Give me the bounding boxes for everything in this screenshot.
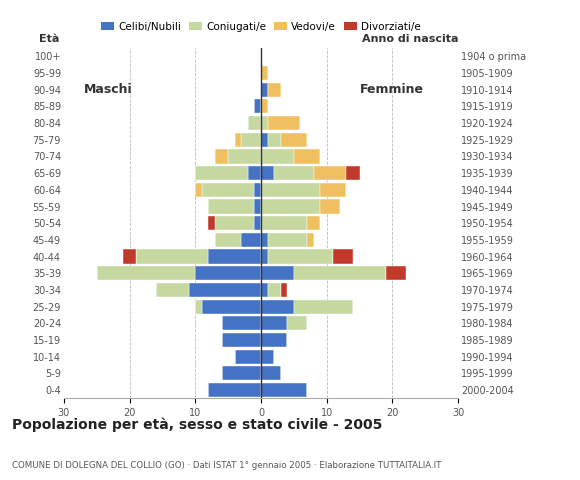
Bar xyxy=(267,233,307,247)
Bar xyxy=(222,316,261,330)
Bar xyxy=(267,132,281,147)
Bar xyxy=(267,283,281,297)
Bar xyxy=(261,116,267,130)
Bar xyxy=(188,283,261,297)
Bar xyxy=(267,250,333,264)
Bar xyxy=(261,300,294,314)
Text: Femmine: Femmine xyxy=(360,83,423,96)
Bar xyxy=(261,166,274,180)
Bar xyxy=(248,166,261,180)
Bar xyxy=(261,149,294,164)
Bar xyxy=(294,266,386,280)
Bar xyxy=(208,216,215,230)
Bar xyxy=(255,183,261,197)
Bar xyxy=(267,83,281,97)
Bar xyxy=(261,66,267,80)
Bar xyxy=(136,250,208,264)
Bar xyxy=(261,349,274,364)
Bar xyxy=(261,83,267,97)
Bar xyxy=(255,216,261,230)
Text: Maschi: Maschi xyxy=(84,83,132,96)
Bar xyxy=(261,99,267,113)
Bar xyxy=(235,349,261,364)
Bar xyxy=(195,266,261,280)
Text: Popolazione per età, sesso e stato civile - 2005: Popolazione per età, sesso e stato civil… xyxy=(12,418,382,432)
Bar xyxy=(202,183,255,197)
Bar xyxy=(215,233,241,247)
Bar xyxy=(261,266,294,280)
Bar xyxy=(248,116,261,130)
Bar xyxy=(208,383,261,397)
Bar xyxy=(215,216,255,230)
Bar xyxy=(307,216,320,230)
Bar xyxy=(261,283,267,297)
Bar xyxy=(261,250,267,264)
Bar xyxy=(294,149,320,164)
Text: Età: Età xyxy=(39,35,60,45)
Bar xyxy=(241,132,261,147)
Bar xyxy=(261,183,320,197)
Bar xyxy=(261,199,320,214)
Bar xyxy=(346,166,360,180)
Bar xyxy=(281,283,287,297)
Bar xyxy=(195,183,202,197)
Bar xyxy=(97,266,195,280)
Bar xyxy=(241,233,261,247)
Bar xyxy=(208,250,261,264)
Legend: Celibi/Nubili, Coniugati/e, Vedovi/e, Divorziati/e: Celibi/Nubili, Coniugati/e, Vedovi/e, Di… xyxy=(97,17,425,36)
Bar xyxy=(307,233,314,247)
Bar xyxy=(123,250,136,264)
Bar xyxy=(255,199,261,214)
Bar xyxy=(267,116,300,130)
Bar xyxy=(222,366,261,381)
Bar xyxy=(281,132,307,147)
Bar xyxy=(228,149,261,164)
Bar xyxy=(156,283,188,297)
Bar xyxy=(215,149,228,164)
Text: Anno di nascita: Anno di nascita xyxy=(362,35,458,45)
Bar xyxy=(261,383,307,397)
Bar xyxy=(261,316,287,330)
Bar xyxy=(261,333,287,347)
Bar xyxy=(320,183,346,197)
Bar xyxy=(274,166,314,180)
Bar xyxy=(202,300,261,314)
Bar xyxy=(208,199,255,214)
Bar xyxy=(386,266,405,280)
Bar xyxy=(195,166,248,180)
Bar xyxy=(255,99,261,113)
Bar xyxy=(261,216,307,230)
Bar xyxy=(314,166,346,180)
Bar xyxy=(235,132,241,147)
Bar xyxy=(294,300,353,314)
Bar xyxy=(334,250,353,264)
Bar xyxy=(261,366,281,381)
Bar xyxy=(195,300,202,314)
Text: COMUNE DI DOLEGNA DEL COLLIO (GO) · Dati ISTAT 1° gennaio 2005 · Elaborazione TU: COMUNE DI DOLEGNA DEL COLLIO (GO) · Dati… xyxy=(12,461,441,470)
Bar xyxy=(320,199,340,214)
Bar xyxy=(261,132,267,147)
Bar xyxy=(261,233,267,247)
Bar xyxy=(287,316,307,330)
Bar xyxy=(222,333,261,347)
